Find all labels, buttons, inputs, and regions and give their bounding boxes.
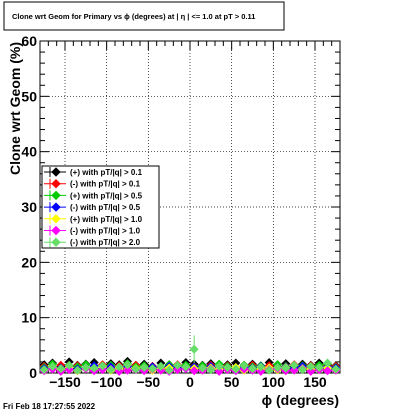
x-tick-label: −50 [136,374,160,390]
legend-label: (-) with pT/|q| > 0.1 [70,180,141,189]
data-point [231,364,241,374]
legend-label: (-) with pT/|q| > 2.0 [70,238,141,247]
y-tick-label: 60 [21,33,37,49]
data-point [206,365,216,375]
legend-marker [51,214,61,224]
grid [40,41,340,373]
legend-marker [51,225,61,236]
data-point [306,361,316,371]
data-point [322,358,333,368]
chart-title: Clone wrt Geom for Primary vs ϕ (degrees… [12,12,255,21]
legend-entry: (-) with pT/|q| > 1.0 [44,225,141,236]
data-point [97,361,108,371]
data-point [106,365,116,375]
y-tick-label: 10 [21,310,37,326]
legend-label: (+) with pT/|q| > 0.5 [70,191,143,200]
data-point [181,362,191,372]
y-tick-label: 20 [21,254,37,270]
data-point [131,364,141,374]
data-point [64,360,74,370]
data-point [122,360,133,370]
legend-box [41,165,160,249]
data-point [81,362,91,372]
x-tick-label: 150 [303,374,327,390]
data-points [39,335,341,376]
x-tick-label: −150 [49,374,81,390]
title-box [3,1,285,31]
legend-entry: (-) with pT/|q| > 0.1 [44,178,141,189]
data-point [89,363,99,373]
data-point [314,362,324,372]
data-point [39,365,49,375]
x-tick-label: 0 [186,374,194,390]
legend: (+) with pT/|q| > 0.1 (-) with pT/|q| > 0… [41,165,160,249]
legend-label: (-) with pT/|q| > 1.0 [70,227,141,236]
legend-entry: (+) with pT/|q| > 1.0 [44,213,143,224]
data-point [114,362,124,372]
data-point [289,360,299,370]
data-point [139,362,149,372]
x-axis-title: ϕ (degrees) [262,392,339,408]
data-point [214,361,224,371]
legend-marker [51,202,61,212]
data-point [164,365,174,375]
legend-entry: (-) with pT/|q| > 2.0 [44,237,141,248]
series-6 [39,335,341,375]
data-point [256,362,266,372]
y-tick-label: 30 [21,199,37,215]
data-point [172,360,183,370]
y-tick-label: 40 [21,144,37,160]
data-point [214,366,224,376]
legend-entry: (-) with pT/|q| > 0.5 [44,202,141,213]
data-point [222,362,233,372]
data-point [189,366,199,376]
data-point [289,365,299,375]
data-point [147,364,158,374]
data-point [264,365,274,375]
data-point [281,363,291,373]
x-tick-label: 50 [224,374,240,390]
data-point [239,361,249,371]
data-point [72,365,83,375]
data-point [247,364,258,374]
y-axis-title: Clone wrt Geom (%) [7,42,23,175]
x-tick-label: 100 [262,374,286,390]
y-tick-label: 50 [21,88,37,104]
data-point [47,361,58,371]
data-point [122,365,133,375]
tick-labels: −150 −100 −50 0 50 100 150 0 10 20 30 40 50 60 [21,33,326,390]
legend-entry: (+) with pT/|q| > 0.1 [44,167,143,177]
data-point [306,366,316,376]
data-point [297,365,308,375]
data-point [272,362,283,372]
legend-marker [51,237,61,247]
data-point [322,366,333,376]
legend-marker [51,167,61,177]
x-tick-label: −100 [91,374,123,390]
data-point [156,361,166,371]
legend-label: (+) with pT/|q| > 1.0 [70,215,143,224]
legend-entry: (+) with pT/|q| > 0.5 [44,190,143,201]
legend-label: (+) with pT/|q| > 0.1 [70,168,143,177]
legend-marker [51,178,61,189]
data-point [189,344,199,354]
timestamp: Fri Feb 18 17:27:55 2022 [3,402,96,411]
y-tick-label: 0 [29,365,37,381]
legend-label: (-) with pT/|q| > 0.5 [70,203,141,212]
data-point [56,364,66,374]
data-point [331,364,341,374]
legend-marker [51,190,61,201]
data-point [197,363,208,373]
